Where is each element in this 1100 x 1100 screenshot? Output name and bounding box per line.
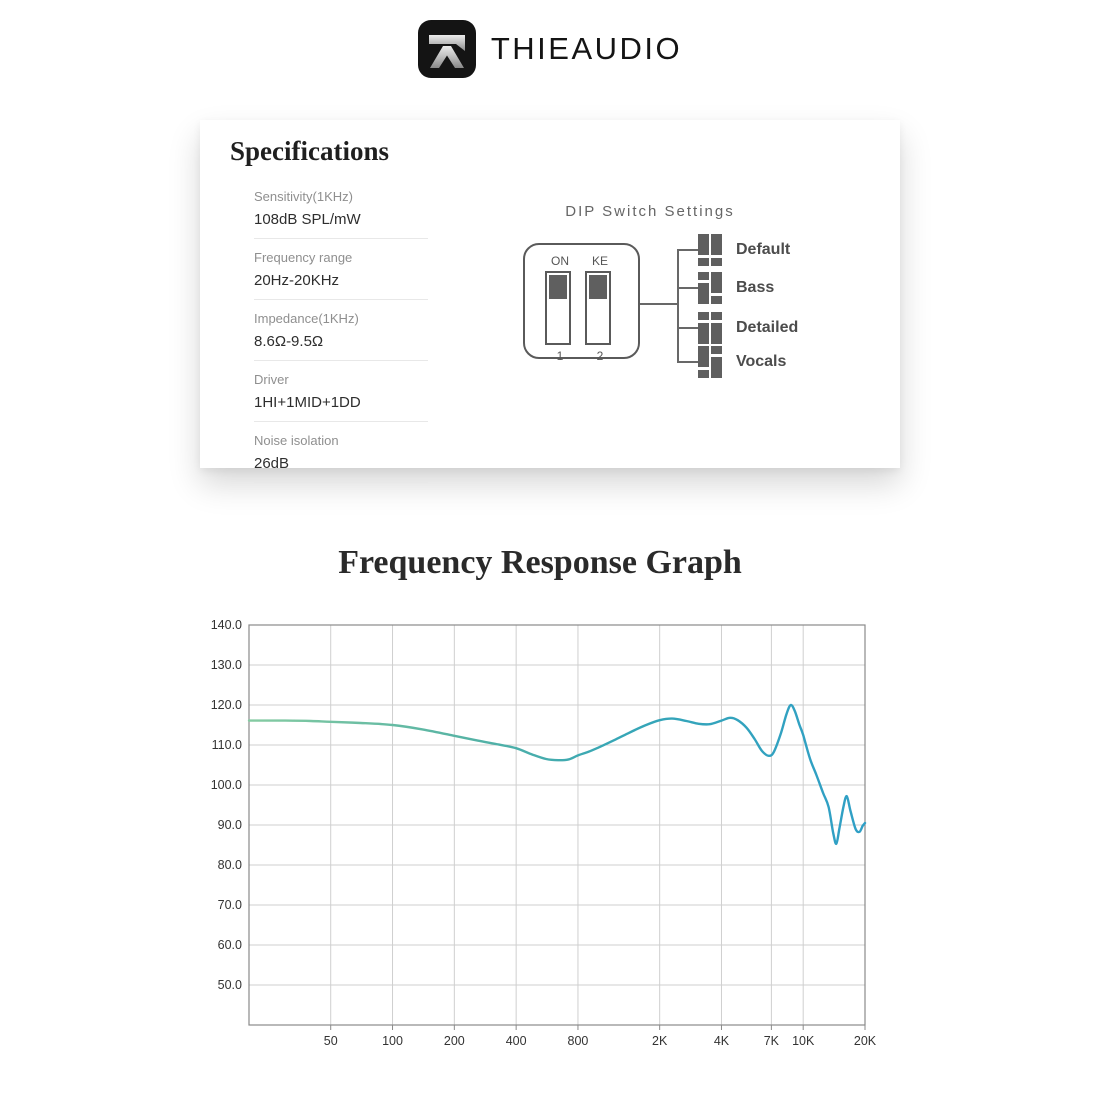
spec-label: Frequency range [254,250,353,265]
svg-text:800: 800 [568,1034,589,1048]
svg-text:20K: 20K [854,1034,877,1048]
dip-switch-2-top-label: KE [591,254,608,268]
spec-item-frequency-range: Frequency range 20Hz-20KHz [254,250,428,300]
svg-text:2K: 2K [652,1034,668,1048]
dip-switch-2-handle [589,275,607,299]
dip-switch-2: KE 2 [585,254,611,363]
frequency-response-chart: 140.0 130.0 120.0 110.0 100.0 90.0 80.0 70.0 60.… [160,600,900,1060]
connector-line [677,287,698,289]
connector-line [640,303,677,305]
spec-value: 1HI+1MID+1DD [254,394,361,411]
connector-line [677,327,698,329]
specifications-card: Specifications Sensitivity(1KHz) 108dB S… [200,120,900,483]
svg-text:50: 50 [324,1034,338,1048]
svg-text:100: 100 [382,1034,403,1048]
connector-line [677,361,698,363]
svg-text:100.0: 100.0 [211,778,242,792]
dip-switch-1: ON 1 [545,254,571,363]
dip-switch-1-top-label: ON [551,254,569,268]
spec-value: 20Hz-20KHz [254,272,340,289]
brand-name: THIEAUDIO [490,31,683,66]
dip-mode-detailed: Detailed [698,312,798,344]
spec-item-noise-isolation: Noise isolation 26dB [254,433,428,483]
dip-switch-1-handle [549,275,567,299]
svg-text:50.0: 50.0 [218,978,242,992]
spec-item-driver: Driver 1HI+1MID+1DD [254,372,428,422]
svg-text:90.0: 90.0 [218,818,242,832]
svg-text:200: 200 [444,1034,465,1048]
dip-mode-label: Vocals [736,353,787,370]
dip-mode-label: Default [736,241,791,258]
spec-label: Driver [254,372,289,387]
dip-switch-1-number: 1 [556,349,564,363]
spec-item-sensitivity: Sensitivity(1KHz) 108dB SPL/mW [254,189,428,239]
connector-line [677,249,698,251]
spec-label: Impedance(1KHz) [254,311,359,326]
svg-text:4K: 4K [714,1034,730,1048]
chart-title: Frequency Response Graph [338,544,742,581]
svg-text:110.0: 110.0 [212,738,242,752]
dip-mode-label: Detailed [736,319,799,336]
svg-text:400: 400 [506,1034,527,1048]
dip-switch-settings-title: DIP Switch Settings [565,203,735,220]
dip-pattern-icon [698,234,722,266]
spec-value: 8.6Ω-9.5Ω [254,333,324,350]
dip-pattern-icon [698,312,722,344]
dip-switch-box: ON 1 KE 2 [523,243,640,363]
brand-header: THIEAUDIO [0,20,1100,78]
svg-text:7K: 7K [764,1034,780,1048]
spec-label: Noise isolation [254,433,339,448]
svg-text:80.0: 80.0 [218,858,242,872]
svg-text:10K: 10K [792,1034,815,1048]
dip-mode-default: Default [698,234,790,266]
spec-value: 108dB SPL/mW [254,211,361,228]
dip-mode-bass: Bass [698,272,774,304]
dip-mode-vocals: Vocals [698,346,786,378]
dip-pattern-icon [698,346,722,378]
dip-mode-label: Bass [736,279,775,296]
svg-text:60.0: 60.0 [218,938,242,952]
svg-text:120.0: 120.0 [211,698,242,712]
spec-list: Sensitivity(1KHz) 108dB SPL/mW Frequency… [254,189,428,494]
dip-pattern-icon [698,272,722,304]
spec-value: 26dB [254,455,290,472]
svg-text:70.0: 70.0 [218,898,242,912]
spec-label: Sensitivity(1KHz) [254,189,353,204]
spec-item-impedance: Impedance(1KHz) 8.6Ω-9.5Ω [254,311,428,361]
svg-text:140.0: 140.0 [211,618,242,632]
connector-line [677,249,679,363]
svg-text:130.0: 130.0 [211,658,242,672]
specifications-title: Specifications [230,136,389,166]
dip-switch-2-number: 2 [596,349,604,363]
thieaudio-logo-icon [417,20,476,78]
